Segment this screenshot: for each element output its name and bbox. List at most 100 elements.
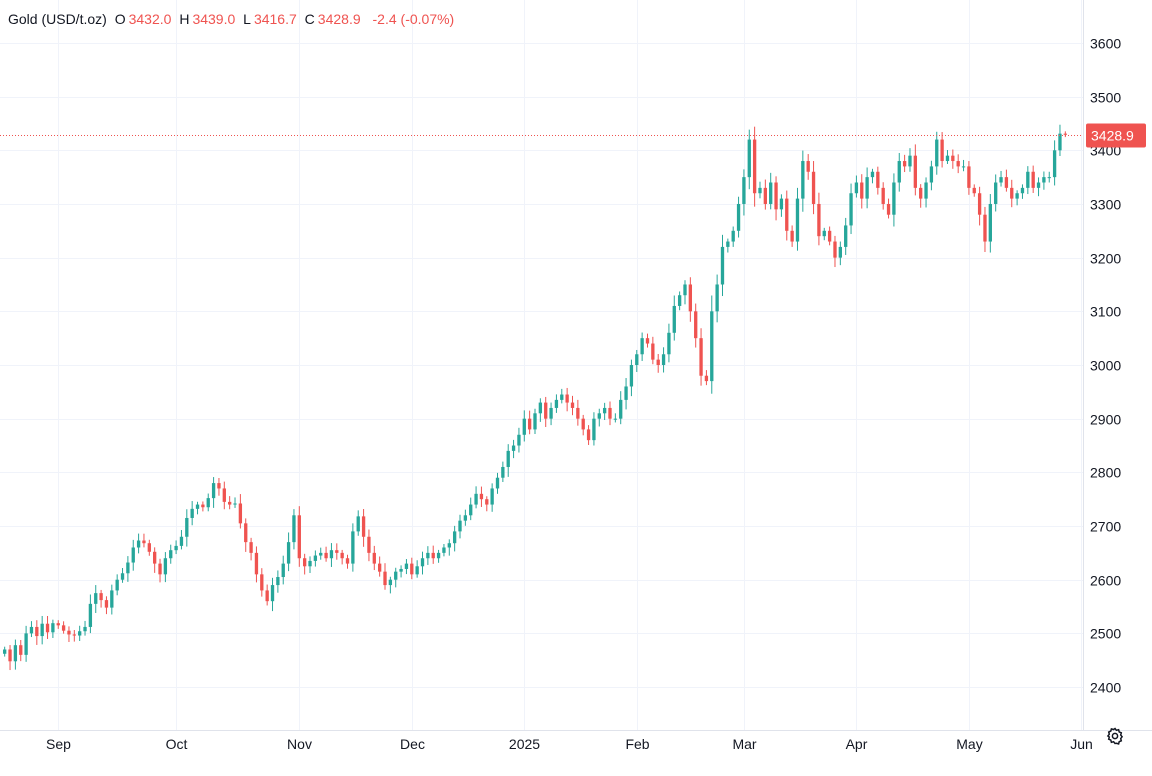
candle-body — [1031, 171, 1035, 188]
candle-body — [35, 626, 39, 637]
candle-up — [463, 509, 468, 526]
candle-body — [742, 177, 746, 204]
candle-body — [726, 241, 730, 247]
candle-body — [902, 161, 907, 167]
candle-up — [394, 567, 398, 588]
candle-up — [908, 148, 912, 172]
candle-body — [254, 552, 259, 575]
candle-down — [656, 353, 660, 373]
candle-body — [442, 547, 446, 553]
candle-up — [233, 497, 237, 508]
candle-body — [469, 504, 473, 516]
candle-body — [892, 182, 896, 215]
candle-body — [1063, 133, 1067, 135]
candle-body — [126, 562, 130, 574]
candle-body — [833, 241, 837, 258]
candle-body — [94, 593, 98, 604]
candle-body — [3, 649, 7, 654]
candle-down — [153, 547, 157, 573]
candle-down — [238, 494, 243, 529]
candle-body — [747, 139, 751, 178]
candle-up — [83, 620, 87, 636]
time-axis[interactable]: SepOctNovDec2025FebMarAprMayJunJul — [46, 736, 1152, 752]
candle-body — [233, 503, 237, 505]
candle-body — [115, 579, 119, 591]
candle-body — [222, 488, 226, 502]
candle-up — [313, 550, 318, 567]
candle-body — [865, 177, 869, 199]
candle-down — [1004, 169, 1009, 192]
candle-up — [474, 486, 478, 509]
candle-body — [351, 531, 355, 564]
candle-up — [211, 477, 216, 508]
candle-body — [704, 375, 709, 382]
candle-down — [335, 543, 339, 560]
candle-up — [629, 359, 634, 397]
candle-up — [442, 544, 446, 557]
candle-down — [265, 584, 269, 606]
candle-up — [399, 565, 403, 578]
candle-down — [45, 615, 50, 639]
candle-up — [270, 577, 275, 612]
candle-down — [774, 176, 778, 221]
candle-body — [228, 501, 232, 505]
candle-body — [1047, 177, 1051, 179]
candle-up — [169, 544, 173, 564]
candle-up — [538, 398, 543, 422]
time-tick-label: Dec — [400, 736, 425, 752]
candle-body — [217, 483, 221, 489]
candle-up — [351, 523, 355, 572]
candle-body — [758, 187, 762, 194]
candle-body — [597, 413, 601, 419]
candle-body — [1015, 193, 1019, 199]
time-tick-label: Sep — [46, 736, 71, 752]
candle-body — [822, 230, 826, 237]
candle-down — [254, 546, 259, 583]
price-tick-label: 2700 — [1090, 519, 1121, 535]
candle-body — [260, 574, 264, 591]
candle-down — [860, 174, 864, 209]
candle-up — [1036, 177, 1041, 197]
candle-down — [790, 225, 794, 247]
candle-down — [581, 414, 585, 436]
candle-down — [19, 639, 23, 662]
candle-body — [452, 531, 457, 544]
candle-body — [688, 284, 693, 312]
candle-body — [919, 187, 923, 199]
candle-body — [383, 571, 387, 586]
candle-body — [838, 246, 842, 258]
candle-body — [935, 139, 939, 167]
candle-up — [163, 552, 168, 583]
candle-body — [78, 631, 82, 636]
candle-down — [479, 486, 484, 507]
candle-body — [656, 359, 660, 365]
candle-body — [463, 515, 468, 521]
candle-body — [24, 633, 28, 655]
candle-body — [956, 161, 960, 167]
candle-body — [613, 418, 618, 420]
candle-up — [190, 501, 194, 526]
candle-body — [645, 338, 650, 344]
candle-up — [560, 388, 564, 404]
candle-up — [420, 551, 425, 575]
candle-body — [104, 600, 109, 608]
candle-body — [908, 155, 912, 167]
price-axis[interactable]: 2400 2500 2600 2700 2800 2900 3000 3100 3200 3300… — [1090, 36, 1121, 696]
candle-up — [1020, 184, 1025, 199]
candle-body — [870, 171, 875, 178]
candle-down — [645, 333, 650, 348]
candle-down — [410, 557, 414, 580]
candle-down — [72, 630, 76, 642]
candle-body — [72, 634, 76, 636]
candle-body — [570, 402, 575, 408]
candle-up — [892, 173, 896, 227]
candle-up — [501, 461, 505, 483]
candle-down — [833, 235, 837, 268]
candle-up — [490, 483, 494, 512]
candle-up — [40, 615, 44, 645]
candle-down — [977, 186, 982, 226]
gear-icon[interactable] — [1105, 726, 1125, 746]
candle-down — [876, 166, 880, 195]
candle-down — [222, 481, 226, 510]
